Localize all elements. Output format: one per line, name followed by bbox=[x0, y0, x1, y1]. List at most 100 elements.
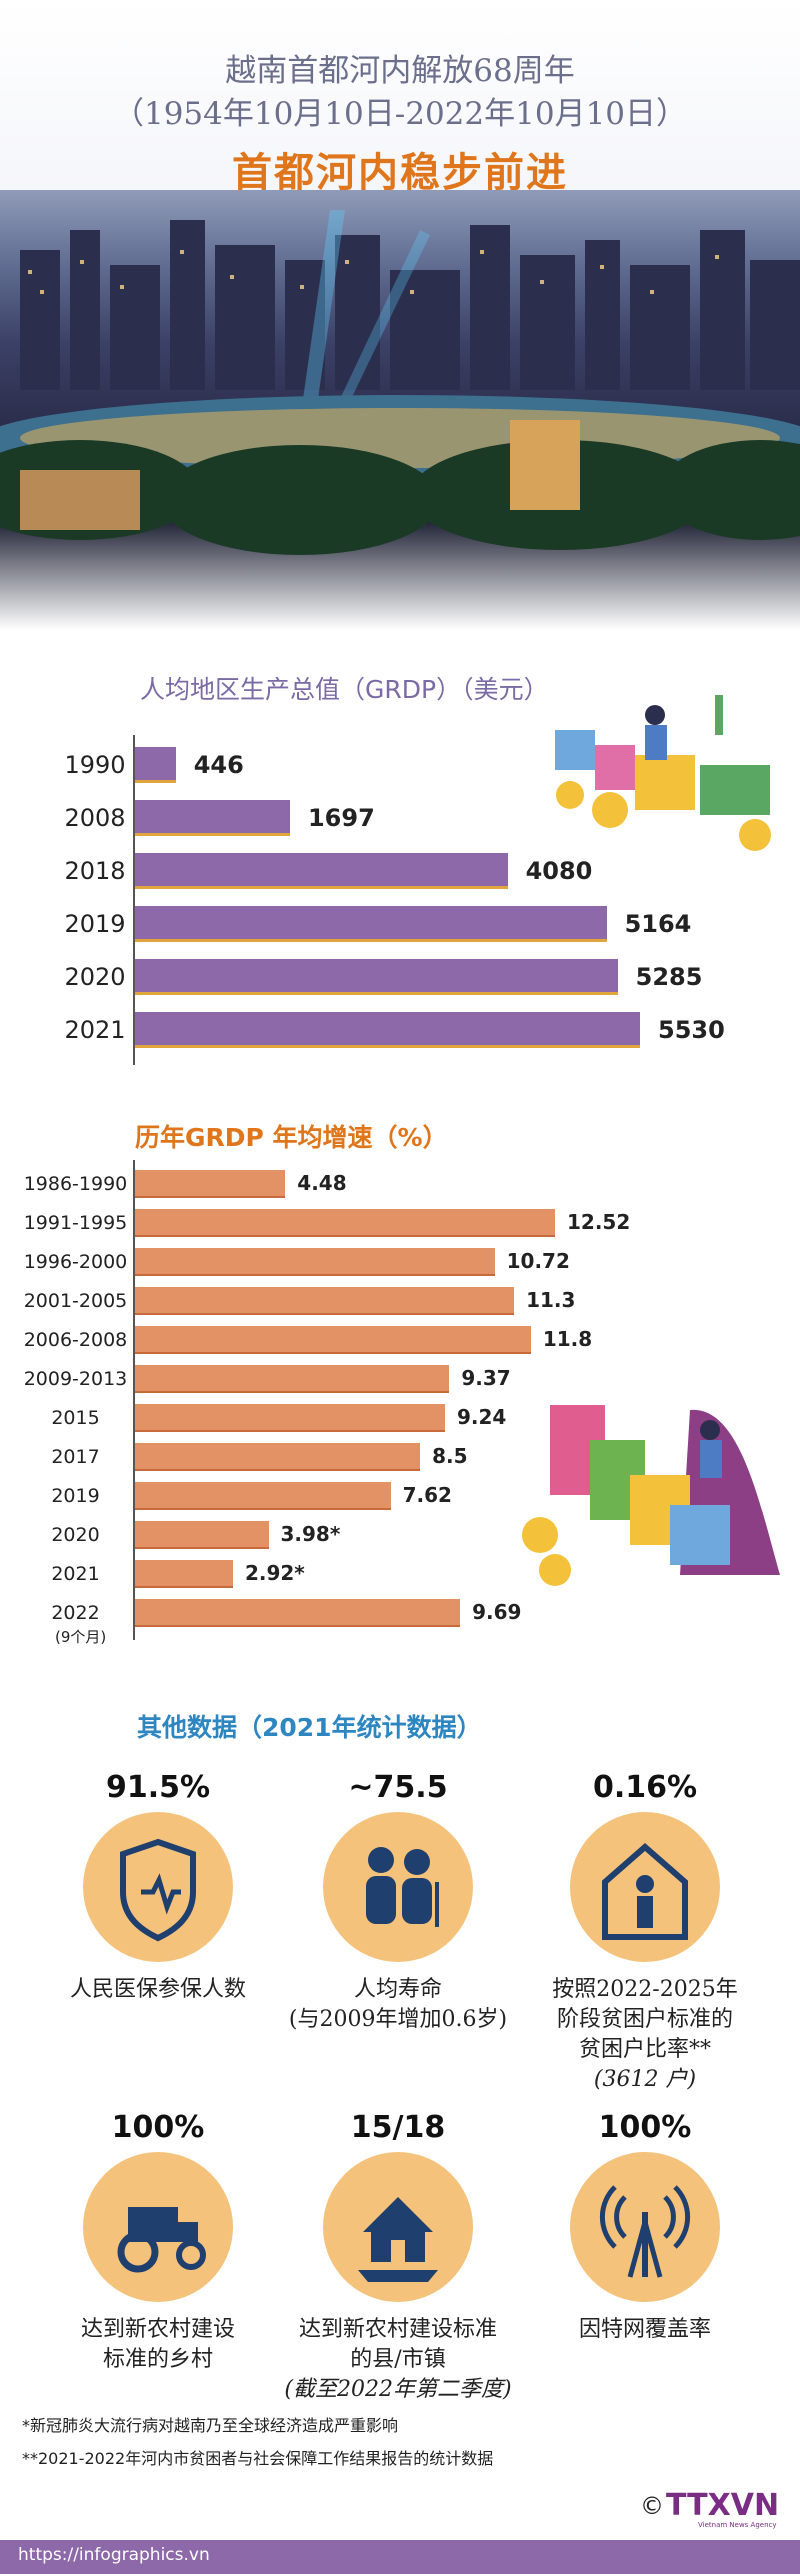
stat-caption: 人均寿命 (与2009年增加0.6岁) bbox=[278, 1975, 518, 2035]
page-title: 首都河内稳步前进 bbox=[232, 150, 568, 196]
city-photo bbox=[0, 190, 800, 630]
grdp-value-label: 446 bbox=[193, 751, 244, 779]
growth-bar bbox=[135, 1404, 445, 1432]
growth-value-label: 12.52 bbox=[567, 1210, 631, 1234]
growth-value-label: 9.69 bbox=[472, 1600, 522, 1624]
growth-bar bbox=[135, 1248, 495, 1276]
growth-bar bbox=[135, 1560, 233, 1588]
stat-value: 100% bbox=[111, 2110, 205, 2145]
grdp-year-label: 2008 bbox=[64, 804, 126, 832]
stat-caption: 按照2022-2025年 阶段贫困户标准的 贫困户比率** (3612 户) bbox=[525, 1975, 765, 2095]
grdp-value-label: 5530 bbox=[658, 1016, 725, 1044]
grdp-bar bbox=[135, 800, 290, 836]
stat-caption-line: (与2009年增加0.6岁) bbox=[288, 2007, 508, 2032]
stat-caption-line: 阶段贫困户标准的 bbox=[556, 2007, 733, 2032]
grdp-chart-title: 人均地区生产总值（GRDP）（美元） bbox=[140, 675, 549, 704]
footer-url[interactable]: https://infographics.vn bbox=[18, 2545, 210, 2565]
stat-caption-line: 标准的乡村 bbox=[102, 2347, 213, 2372]
growth-period-label: 2022 bbox=[51, 1602, 100, 1624]
growth-period-label: 1986-1990 bbox=[23, 1173, 128, 1195]
investor-cubes-icon bbox=[555, 695, 771, 851]
grdp-axis bbox=[133, 735, 135, 1065]
svg-text:©: © bbox=[640, 2492, 664, 2520]
health-shield-icon bbox=[83, 1812, 233, 1962]
growth-value-label: 9.24 bbox=[456, 1405, 507, 1429]
footer-bar bbox=[0, 2540, 800, 2574]
stat-value: 91.5% bbox=[105, 1770, 211, 1805]
grdp-bar bbox=[135, 853, 508, 889]
growth-axis bbox=[133, 1160, 135, 1640]
grdp-year-label: 2021 bbox=[64, 1016, 126, 1044]
grdp-year-label: 2020 bbox=[64, 963, 126, 991]
growth-value-label: 11.8 bbox=[542, 1327, 593, 1351]
stat-value: 100% bbox=[598, 2110, 692, 2145]
stat-caption-line: 因特网覆盖率 bbox=[578, 2317, 711, 2342]
grdp-value-label: 1697 bbox=[307, 804, 375, 832]
growth-chart-title: 历年GRDP 年均增速（%） bbox=[135, 1123, 448, 1152]
stat-caption: 达到新农村建设 标准的乡村 bbox=[38, 2315, 278, 2375]
growth-value-label: 10.72 bbox=[506, 1249, 570, 1273]
svg-text:Vietnam News Agency: Vietnam News Agency bbox=[698, 2521, 777, 2529]
growth-period-label: 2015 bbox=[51, 1407, 100, 1429]
growth-period-label: 2009-2013 bbox=[23, 1368, 128, 1390]
grdp-bar bbox=[135, 747, 176, 783]
growth-bar bbox=[135, 1326, 531, 1354]
growth-bar bbox=[135, 1482, 391, 1510]
growth-period-label: 2021 bbox=[51, 1563, 100, 1585]
growth-value-label: 9.37 bbox=[461, 1366, 511, 1390]
growth-bar bbox=[135, 1599, 461, 1627]
growth-period-label: 2019 bbox=[51, 1485, 100, 1507]
growth-bar bbox=[135, 1521, 269, 1549]
growth-value-label: 2.92* bbox=[244, 1561, 305, 1585]
growth-bar bbox=[135, 1209, 555, 1237]
grdp-year-label: 1990 bbox=[64, 751, 126, 779]
stat-caption-note: (截至2022年第二季度) bbox=[284, 2377, 512, 2402]
poor-house-icon bbox=[570, 1812, 720, 1962]
grdp-value-label: 5164 bbox=[624, 910, 692, 938]
antenna-icon bbox=[570, 2152, 720, 2302]
growth-period-label: 1996-2000 bbox=[23, 1251, 128, 1273]
grdp-value-label: 5285 bbox=[635, 963, 703, 991]
grdp-bar bbox=[135, 906, 607, 942]
growth-period-label: 2020 bbox=[51, 1524, 100, 1546]
growth-value-label: 4.48 bbox=[297, 1171, 347, 1195]
footnote-2: **2021-2022年河内市贫困者与社会保障工作结果报告的统计数据 bbox=[22, 2449, 494, 2468]
stat-caption-line: 人民医保参保人数 bbox=[69, 1977, 246, 2002]
stat-caption-line: 达到新农村建设标准 bbox=[298, 2317, 497, 2342]
growth-value-label: 8.5 bbox=[432, 1444, 468, 1468]
growth-bar bbox=[135, 1365, 450, 1393]
stat-caption: 人民医保参保人数 bbox=[38, 1975, 278, 2005]
grdp-bar bbox=[135, 1012, 640, 1048]
grdp-bar bbox=[135, 959, 618, 995]
growth-value-label: 3.98* bbox=[280, 1522, 341, 1546]
growth-bar bbox=[135, 1287, 515, 1315]
growth-value-label: 11.3 bbox=[526, 1288, 576, 1312]
growth-bar bbox=[135, 1170, 286, 1198]
other-data-title: 其他数据（2021年统计数据） bbox=[137, 1713, 482, 1742]
growth-period-label: 2006-2008 bbox=[23, 1329, 128, 1351]
growth-bar bbox=[135, 1443, 421, 1471]
ttxvn-logo: © TTXVN Vietnam News Agency bbox=[640, 2488, 779, 2529]
stat-caption: 因特网覆盖率 bbox=[525, 2315, 765, 2345]
header-line2: （1954年10月10日-2022年10月10日） bbox=[112, 96, 688, 132]
svg-text:TTXVN: TTXVN bbox=[666, 2488, 779, 2523]
footnote-1: *新冠肺炎大流行病对越南乃至全球经济造成严重影响 bbox=[22, 2416, 399, 2435]
growth-value-label: 7.62 bbox=[402, 1483, 452, 1507]
grdp-value-label: 4080 bbox=[525, 857, 593, 885]
growth-period-label: 1991-1995 bbox=[23, 1212, 128, 1234]
tractor-icon bbox=[83, 2152, 233, 2302]
stat-value: 0.16% bbox=[592, 1770, 698, 1805]
stat-caption-line: 按照2022-2025年 bbox=[552, 1977, 738, 2002]
stat-caption-line: 的县/市镇 bbox=[350, 2347, 446, 2372]
farm-icon bbox=[323, 2152, 473, 2302]
stat-caption-line: 人均寿命 bbox=[353, 1977, 442, 2002]
growth-period-label: 2017 bbox=[51, 1446, 100, 1468]
elderly-couple-icon bbox=[323, 1812, 473, 1962]
grdp-year-label: 2019 bbox=[64, 910, 126, 938]
stat-caption-line: 贫困户比率** bbox=[578, 2037, 711, 2062]
growth-2022-note: (9个月) bbox=[55, 1628, 107, 1646]
stat-value: 15/18 bbox=[350, 2110, 446, 2145]
stat-caption-line: 达到新农村建设 bbox=[80, 2317, 235, 2342]
growth-period-label: 2001-2005 bbox=[23, 1290, 128, 1312]
stat-value: ~75.5 bbox=[348, 1770, 448, 1805]
